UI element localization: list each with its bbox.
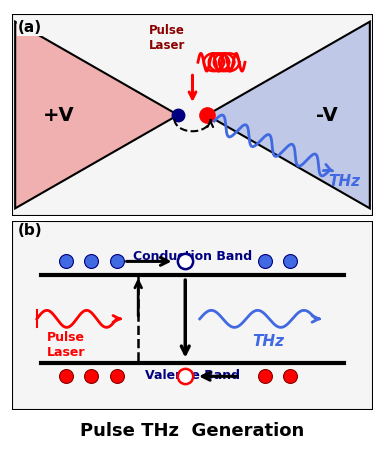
Text: (a): (a) <box>18 20 42 35</box>
Text: +V: +V <box>43 106 74 124</box>
Text: THz: THz <box>328 175 360 189</box>
Text: -V: -V <box>316 106 337 124</box>
Text: Pulse
Laser: Pulse Laser <box>149 23 185 52</box>
Text: (b): (b) <box>17 223 42 238</box>
Text: Pulse THz  Generation: Pulse THz Generation <box>80 422 305 440</box>
Text: THz: THz <box>253 334 285 349</box>
Text: Valence Band: Valence Band <box>145 369 240 382</box>
Polygon shape <box>207 22 370 208</box>
Text: Conduction Band: Conduction Band <box>133 250 252 262</box>
Text: Pulse
Laser: Pulse Laser <box>47 331 85 359</box>
Polygon shape <box>15 22 178 208</box>
